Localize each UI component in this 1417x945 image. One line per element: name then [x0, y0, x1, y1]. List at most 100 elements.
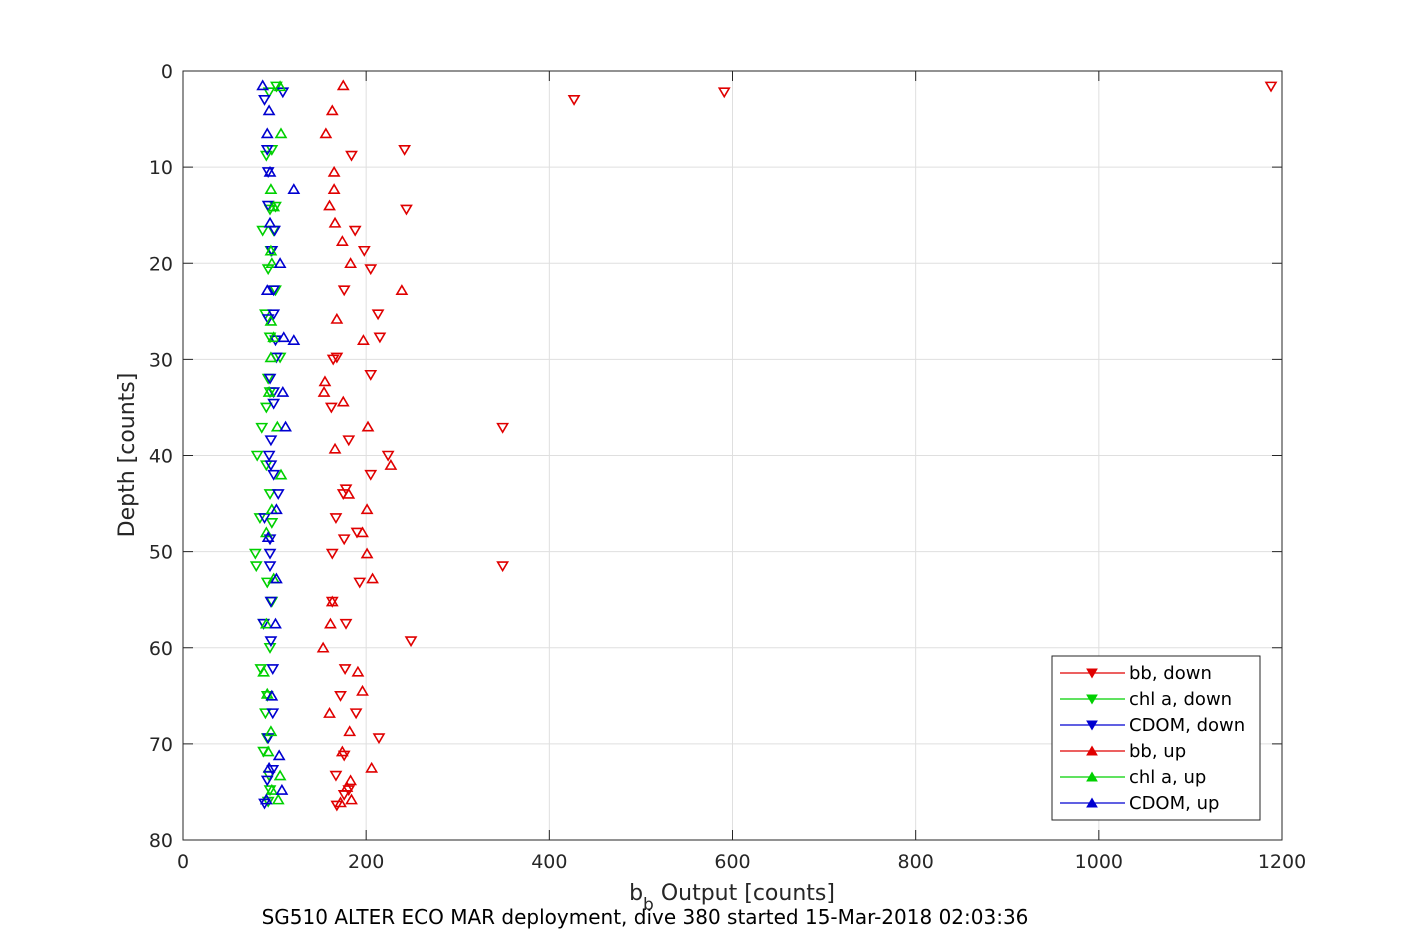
- data-point-bb-up: [343, 725, 357, 737]
- data-point-cdom-down: [267, 309, 281, 321]
- data-point-bb-up: [323, 199, 336, 211]
- data-point-chl-a-up: [265, 257, 279, 269]
- legend-label: bb, up: [1129, 741, 1186, 762]
- data-point-cdom-up: [275, 783, 289, 795]
- x-tick-label: 800: [898, 851, 934, 873]
- data-point-bb-up: [395, 284, 409, 295]
- data-point-chl-a-down: [263, 332, 277, 344]
- data-points: [248, 79, 1278, 812]
- y-tick-label: 80: [149, 830, 173, 852]
- data-point-bb-up: [351, 665, 365, 677]
- data-point-chl-a-up: [264, 351, 278, 363]
- data-point-cdom-down: [258, 513, 271, 525]
- data-point-bb-down: [342, 435, 356, 447]
- data-point-bb-up: [344, 257, 357, 269]
- data-point-bb-up: [344, 774, 357, 786]
- y-tick-label: 0: [161, 61, 173, 83]
- legend-label: bb, down: [1129, 663, 1212, 684]
- data-point-bb-up: [336, 79, 350, 91]
- data-point-bb-up: [316, 641, 330, 653]
- data-point-bb-up: [325, 104, 339, 116]
- data-point-chl-a-down: [248, 548, 262, 560]
- data-point-bb-up: [318, 375, 332, 387]
- data-point-cdom-up: [256, 79, 270, 91]
- data-point-cdom-down: [264, 596, 278, 608]
- data-point-bb-down: [348, 225, 362, 237]
- data-point-bb-down: [364, 369, 378, 381]
- y-tick-label: 60: [149, 638, 173, 660]
- legend-marker: [1086, 745, 1098, 756]
- data-point-bb-up: [325, 595, 339, 607]
- data-point-chl-a-up: [261, 745, 275, 757]
- data-point-cdom-down: [257, 618, 270, 630]
- data-point-bb-down: [329, 770, 343, 782]
- y-tick-label: 50: [149, 542, 173, 564]
- y-tick-label: 30: [149, 349, 173, 371]
- data-point-cdom-down: [276, 87, 290, 99]
- data-point-bb-down: [567, 95, 581, 106]
- data-point-bb-up: [317, 385, 331, 397]
- data-point-bb-down: [373, 332, 387, 344]
- data-point-chl-a-up: [262, 385, 276, 397]
- data-point-bb-down: [330, 352, 344, 364]
- data-point-chl-a-down: [259, 402, 273, 414]
- data-point-cdom-down: [263, 373, 277, 385]
- data-point-chl-a-down: [262, 87, 276, 99]
- y-axis-label: Depth [counts]: [115, 373, 140, 538]
- data-point-cdom-down: [266, 765, 280, 776]
- x-tick-label: 0: [177, 851, 189, 873]
- data-point-bb-up: [328, 442, 342, 454]
- data-point-cdom-down: [264, 636, 278, 648]
- data-point-cdom-up: [261, 531, 275, 543]
- data-point-bb-up: [327, 165, 341, 177]
- data-point-chl-a-down: [263, 785, 277, 797]
- data-point-bb-down: [339, 618, 353, 630]
- data-point-chl-a-up: [274, 468, 288, 480]
- data-point-cdom-down: [264, 435, 278, 447]
- data-point-cdom-up: [276, 385, 290, 397]
- data-point-cdom-up: [269, 617, 282, 629]
- x-axis-label-rest: Output [counts]: [654, 881, 835, 906]
- data-point-cdom-down: [267, 285, 281, 297]
- data-point-chl-a-down: [269, 201, 282, 213]
- x-axis-label-main: b: [629, 881, 643, 906]
- data-point-bb-up: [327, 183, 341, 195]
- data-point-bb-up: [319, 127, 333, 139]
- data-point-cdom-up: [273, 257, 287, 269]
- x-tick-label: 1200: [1258, 851, 1306, 873]
- data-point-bb-up: [356, 684, 369, 696]
- data-point-chl-a-down: [263, 489, 277, 501]
- data-point-bb-up: [384, 459, 398, 470]
- legend-marker: [1086, 720, 1098, 731]
- data-point-cdom-down: [263, 561, 277, 573]
- data-point-chl-a-up: [267, 200, 281, 212]
- data-point-bb-down: [717, 87, 731, 99]
- data-point-cdom-down: [271, 489, 285, 501]
- data-point-chl-a-down: [259, 708, 272, 720]
- data-point-bb-down: [404, 636, 418, 648]
- data-point-cdom-up: [287, 183, 301, 195]
- data-point-cdom-up: [262, 104, 276, 116]
- legend-marker: [1086, 668, 1098, 679]
- data-point-bb-up: [340, 781, 354, 792]
- legend-marker: [1086, 694, 1098, 705]
- y-tick-label: 40: [149, 446, 173, 468]
- data-point-cdom-up: [265, 689, 279, 701]
- data-point-chl-a-up: [264, 244, 278, 256]
- data-point-bb-down: [326, 354, 340, 366]
- data-point-cdom-up: [263, 216, 277, 228]
- data-point-chl-a-up: [273, 769, 287, 781]
- data-point-bb-down: [345, 150, 358, 162]
- data-point-bb-down: [329, 513, 343, 525]
- x-tick-label: 600: [714, 851, 750, 873]
- x-tick-label: 1000: [1075, 851, 1123, 873]
- data-point-bb-up: [334, 796, 347, 808]
- data-point-chl-a-up: [270, 420, 284, 432]
- data-point-chl-a-down: [255, 422, 269, 434]
- data-point-bb-down: [496, 422, 510, 434]
- data-point-bb-up: [361, 420, 375, 432]
- data-point-bb-down: [372, 733, 386, 745]
- data-point-bb-up: [357, 334, 370, 345]
- data-point-cdom-down: [260, 775, 274, 787]
- legend-marker: [1086, 771, 1098, 782]
